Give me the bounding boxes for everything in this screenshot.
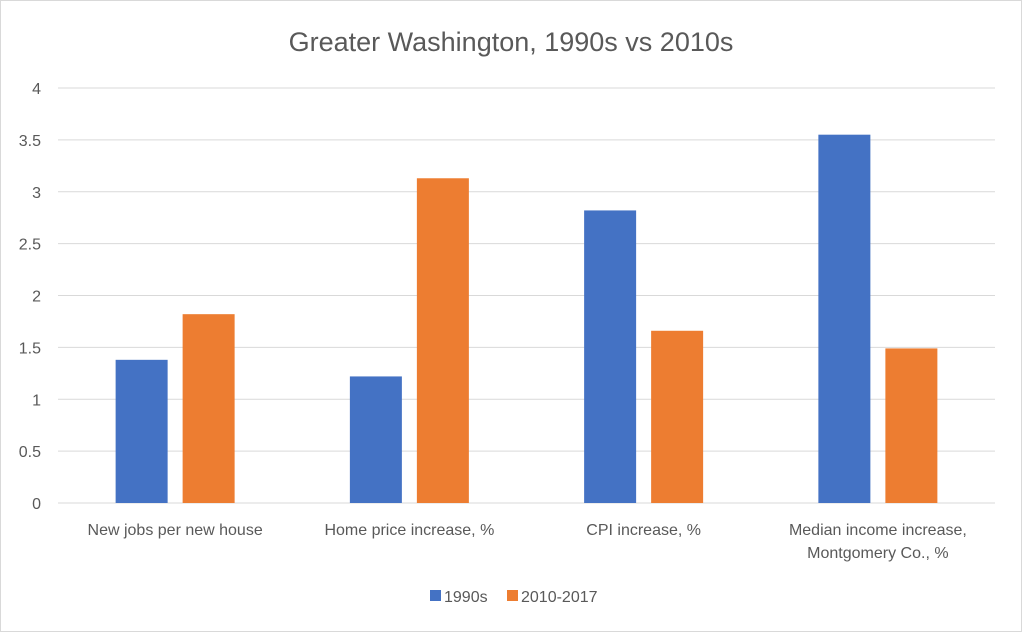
- bar-2010-2017-4: [885, 348, 938, 503]
- y-tick-label: 0: [32, 496, 41, 513]
- y-tick-label: 4: [32, 81, 41, 98]
- y-tick-label: 3.5: [19, 133, 41, 150]
- y-axis-tick-labels: 0 0.5 1 1.5 2 2.5 3 3.5 4: [19, 81, 41, 513]
- y-tick-label: 3: [32, 185, 41, 202]
- y-tick-label: 1.5: [19, 340, 41, 357]
- bar-1990s-3: [584, 210, 637, 504]
- bar-1990s-2: [349, 376, 402, 503]
- legend-swatch: [430, 590, 441, 601]
- y-tick-label: 1: [32, 392, 41, 409]
- legend-label: 2010-2017: [521, 589, 598, 606]
- x-axis-category-labels: New jobs per new house Home price increas…: [88, 522, 967, 562]
- x-category-label: Home price increase, %: [324, 522, 494, 539]
- bars: [115, 134, 938, 504]
- x-category-label: CPI increase, %: [586, 522, 701, 539]
- bar-1990s-1: [115, 359, 168, 503]
- legend-label: 1990s: [444, 589, 488, 606]
- y-tick-label: 2: [32, 289, 41, 306]
- bar-2010-2017-2: [416, 178, 469, 503]
- legend: 1990s 2010-2017: [430, 589, 598, 606]
- bar-2010-2017-3: [651, 330, 704, 503]
- chart-title: Greater Washington, 1990s vs 2010s: [289, 27, 734, 57]
- bar-1990s-4: [818, 134, 871, 503]
- y-tick-label: 0.5: [19, 444, 41, 461]
- legend-swatch: [507, 590, 518, 601]
- x-category-label: Median income increase,: [789, 522, 967, 539]
- bar-2010-2017-1: [182, 314, 235, 503]
- x-category-label: New jobs per new house: [88, 522, 263, 539]
- x-category-label: Montgomery Co., %: [807, 545, 948, 562]
- y-tick-label: 2.5: [19, 237, 41, 254]
